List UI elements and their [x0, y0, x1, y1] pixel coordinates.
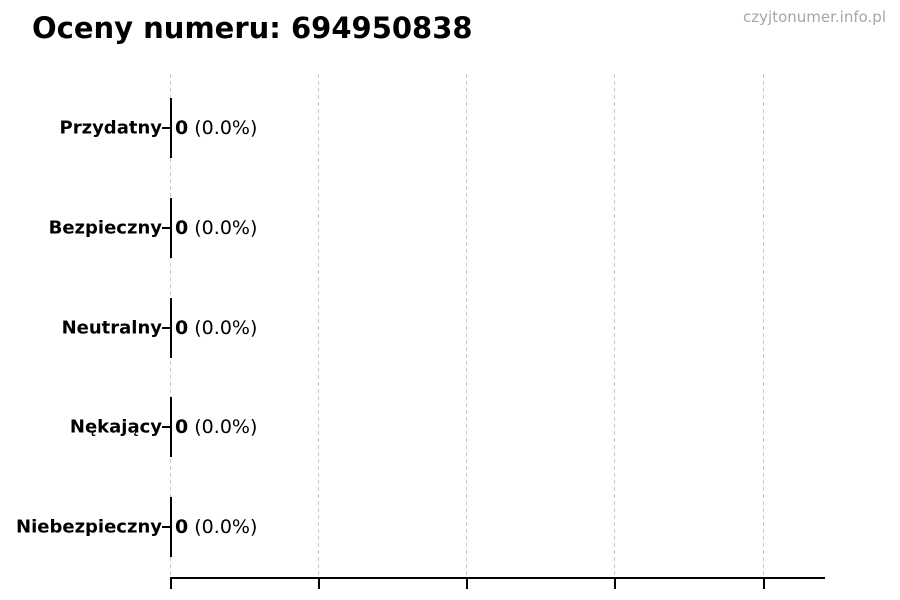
- bar-percent: (0.0%): [188, 117, 258, 139]
- x-axis-tick: [614, 579, 616, 589]
- category-label: Niebezpieczny: [16, 516, 162, 538]
- bar-value-label: 0 (0.0%): [175, 516, 257, 538]
- gridline: [318, 74, 319, 578]
- y-axis-tick: [162, 526, 170, 528]
- bar: [170, 98, 172, 158]
- bar-percent: (0.0%): [188, 217, 258, 239]
- x-axis-tick: [466, 579, 468, 589]
- category-label: Neutralny: [61, 317, 162, 339]
- gridline: [763, 74, 764, 578]
- bar-count: 0: [175, 217, 189, 239]
- y-axis-tick: [162, 426, 170, 428]
- x-axis-tick: [318, 579, 320, 589]
- x-axis-tick: [763, 579, 765, 589]
- bar-percent: (0.0%): [188, 516, 258, 538]
- bar-percent: (0.0%): [188, 416, 258, 438]
- y-axis-tick: [162, 127, 170, 129]
- gridline: [466, 74, 467, 578]
- bar: [170, 298, 172, 358]
- bar-count: 0: [175, 516, 189, 538]
- gridline: [614, 74, 615, 578]
- category-label: Przydatny: [59, 117, 162, 139]
- bar: [170, 397, 172, 457]
- bar-count: 0: [175, 416, 189, 438]
- bar-value-label: 0 (0.0%): [175, 416, 257, 438]
- bar-value-label: 0 (0.0%): [175, 317, 257, 339]
- category-label: Nękający: [69, 416, 162, 438]
- y-axis-tick: [162, 227, 170, 229]
- bar: [170, 497, 172, 557]
- bar-value-label: 0 (0.0%): [175, 117, 257, 139]
- x-axis-tick: [170, 579, 172, 589]
- watermark-text: czyjtonumer.info.pl: [743, 8, 886, 26]
- bar-count: 0: [175, 117, 189, 139]
- category-label: Bezpieczny: [48, 217, 162, 239]
- bar-value-label: 0 (0.0%): [175, 217, 257, 239]
- y-axis-tick: [162, 327, 170, 329]
- bar-count: 0: [175, 317, 189, 339]
- x-axis-line: [170, 577, 825, 579]
- bar: [170, 198, 172, 258]
- bar-percent: (0.0%): [188, 317, 258, 339]
- chart-title: Oceny numeru: 694950838: [32, 11, 473, 45]
